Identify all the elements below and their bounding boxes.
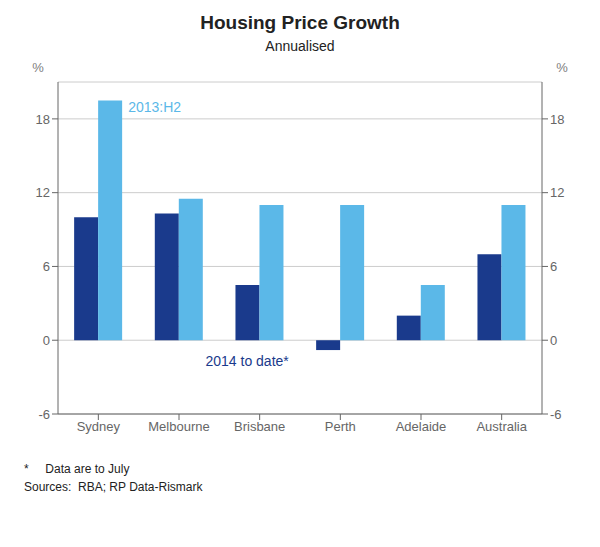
svg-text:Adelaide: Adelaide	[396, 419, 447, 434]
html-text:Housing Price Growth: Housing Price Growth	[200, 12, 400, 33]
svg-text:-6: -6	[550, 407, 562, 422]
svg-text:0: 0	[43, 333, 50, 348]
svg-text:%: %	[32, 60, 44, 75]
svg-text:2013:H2: 2013:H2	[128, 99, 181, 115]
html-text:Annualised: Annualised	[265, 38, 335, 54]
svg-text:18: 18	[36, 112, 50, 127]
html-text:Sources: RBA; RP Data-Rismark: Sources: RBA; RP Data-Rismark	[24, 480, 203, 494]
html-text:* Data are to July: * Data are to July	[24, 462, 130, 476]
svg-text:Sydney: Sydney	[77, 419, 121, 434]
svg-text:12: 12	[36, 185, 50, 200]
svg-text:Perth: Perth	[325, 419, 356, 434]
svg-text:Melbourne: Melbourne	[148, 419, 209, 434]
svg-text:%: %	[556, 60, 568, 75]
svg-text:6: 6	[43, 259, 50, 274]
svg-text:2014 to date*: 2014 to date*	[205, 353, 289, 369]
svg-text:-6: -6	[38, 407, 50, 422]
svg-text:Australia: Australia	[476, 419, 527, 434]
svg-text:12: 12	[550, 185, 564, 200]
svg-text:0: 0	[550, 333, 557, 348]
svg-text:6: 6	[550, 259, 557, 274]
svg-text:Brisbane: Brisbane	[234, 419, 285, 434]
svg-text:18: 18	[550, 112, 564, 127]
